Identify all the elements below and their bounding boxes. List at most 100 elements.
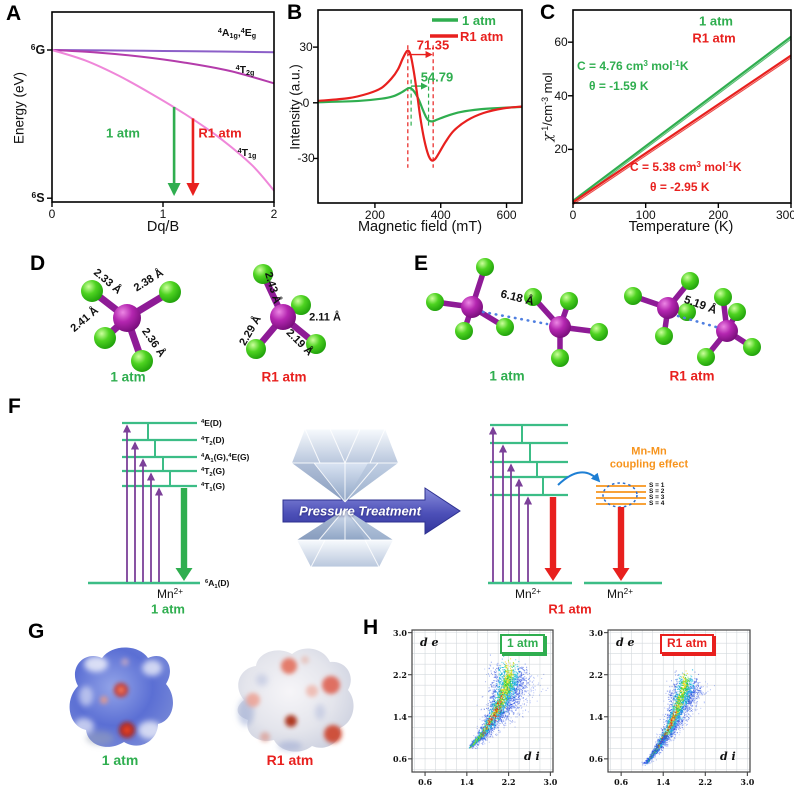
susceptibility-line <box>572 57 792 206</box>
b-y-axis-label: Intensity (a.u.) <box>287 64 303 150</box>
tick-label: 3.0 <box>740 777 755 787</box>
c-legend-1atm: 1 atm <box>699 13 733 29</box>
h1-legend-1atm: 1 atm <box>500 634 546 655</box>
cl-atom <box>728 303 746 321</box>
mn-atom <box>549 316 571 338</box>
cl-atom <box>306 334 326 354</box>
f-coupling-label-1: Mn-Mn <box>631 445 667 458</box>
tick-label: 2.2 <box>501 777 516 787</box>
tick-label: 400 <box>430 208 451 222</box>
f-name-r1atm: R1 atm <box>548 601 592 617</box>
tick-label: 1.4 <box>393 711 407 722</box>
tick-label: 30 <box>299 40 313 55</box>
cl-atom <box>455 322 473 340</box>
cl-atom <box>560 292 578 310</box>
c-curie-constant-red: C = 5.38 cm3 mol-1K <box>630 160 742 174</box>
g-name-r1atm: R1 atm <box>266 752 314 768</box>
a-arrow-label-1atm: 1 atm <box>106 125 140 141</box>
panel-letter-g: G <box>28 620 45 643</box>
epr-curve <box>317 49 523 162</box>
f-pressure-treatment-label: Pressure Treatment <box>299 503 421 519</box>
cl-atom <box>655 327 673 345</box>
axis-frame <box>317 9 523 204</box>
g-name-1atm: 1 atm <box>101 752 139 768</box>
cl-atom <box>496 318 514 336</box>
a-arrow-label-r1atm: R1 atm <box>198 125 242 141</box>
tick-label: 2.2 <box>589 669 603 680</box>
susceptibility-line <box>572 54 792 204</box>
susceptibility-line <box>572 35 792 202</box>
panel-letter-a: A <box>6 2 22 25</box>
tick-label: 0 <box>302 95 310 110</box>
susceptibility-line <box>572 38 792 204</box>
cl-atom <box>551 349 569 367</box>
d-name-1atm: 1 atm <box>110 369 146 385</box>
f-ion-label-right1: Mn2+ <box>515 587 541 601</box>
h1-de-label: d e <box>420 636 439 649</box>
f-ion-label-right2: Mn2+ <box>607 587 633 601</box>
cl-atom <box>253 264 273 284</box>
h1-di-label: d i <box>524 750 540 763</box>
diamond-anvil-illustration <box>292 428 398 568</box>
tick-label: -30 <box>297 151 315 166</box>
tick-label: 3.0 <box>393 627 407 638</box>
tick-label: 1 <box>159 207 167 221</box>
panel-letter-h: H <box>363 616 379 639</box>
energy-curve <box>51 49 275 85</box>
f-spin-state-s2: S = 2 <box>649 487 665 495</box>
a-x-axis-label: Dq/B <box>146 218 180 235</box>
d-name-r1atm: R1 atm <box>261 369 307 385</box>
cl-atom <box>697 348 715 366</box>
cl-atom <box>246 339 266 359</box>
cl-atom <box>94 327 116 349</box>
a-curve-label-4t2g: 4T2g <box>235 63 255 77</box>
axis-frame <box>51 11 275 203</box>
tick-label: 20 <box>554 142 568 157</box>
c-x-axis-label: Temperature (K) <box>628 218 734 235</box>
panel-letter-c: C <box>540 1 556 24</box>
cl-atom <box>131 350 153 372</box>
b-legend-1atm: 1 atm <box>462 13 496 28</box>
f-level-4ed: 4E(D) <box>201 418 222 428</box>
epr-curve <box>317 86 523 123</box>
hirshfeld-surface-1atm <box>69 647 173 747</box>
tick-label: 200 <box>708 208 729 222</box>
h2-de-label: d e <box>616 636 635 649</box>
panel-letter-d: D <box>30 252 46 275</box>
tick-label: 1.4 <box>656 777 671 787</box>
tick-label: 40 <box>554 88 568 103</box>
c-weiss-theta-red: θ = -2.95 K <box>650 180 710 194</box>
a-curve-label-4t1g: 4T1g <box>237 146 257 160</box>
panel-letter-e: E <box>414 252 429 275</box>
tick-label: 0.6 <box>418 777 433 787</box>
f-level-4t2d: 4T2(D) <box>201 435 225 447</box>
cl-atom <box>714 288 732 306</box>
emission-block-arrow <box>612 507 630 581</box>
tick-label: 0 <box>569 208 577 222</box>
f-coupling-label-2: coupling effect <box>609 458 689 471</box>
cl-atom <box>678 303 696 321</box>
c-y-axis-label: χ-1/cm-3 mol <box>540 72 556 142</box>
mn-atom <box>113 304 141 332</box>
pressure-arrow <box>282 487 461 535</box>
mn-mn-distance-line <box>481 310 549 326</box>
coupling-transfer-arrow <box>557 471 601 486</box>
tick-label: 1.4 <box>589 711 603 722</box>
cl-atom <box>291 295 311 315</box>
mn-atom <box>270 304 296 330</box>
b-x-axis-label: Magnetic field (mT) <box>357 218 483 235</box>
tick-label: 0 <box>48 207 56 221</box>
c-weiss-theta-green: θ = -1.59 K <box>589 79 649 93</box>
cl-atom <box>681 272 699 290</box>
tick-label: 0.6 <box>393 753 407 764</box>
tick-label: 200 <box>364 208 385 222</box>
tick-label: 3.0 <box>543 777 558 787</box>
cl-atom <box>426 293 444 311</box>
b-legend-r1atm: R1 atm <box>460 29 504 44</box>
panel-letter-b: B <box>287 1 303 24</box>
panel-letter-f: F <box>8 395 21 418</box>
cl-atom <box>524 288 542 306</box>
tick-label: 2 <box>270 207 278 221</box>
e-name-1atm: 1 atm <box>489 368 525 384</box>
b-linewidth-annotation-green: 54.79 <box>420 69 454 85</box>
